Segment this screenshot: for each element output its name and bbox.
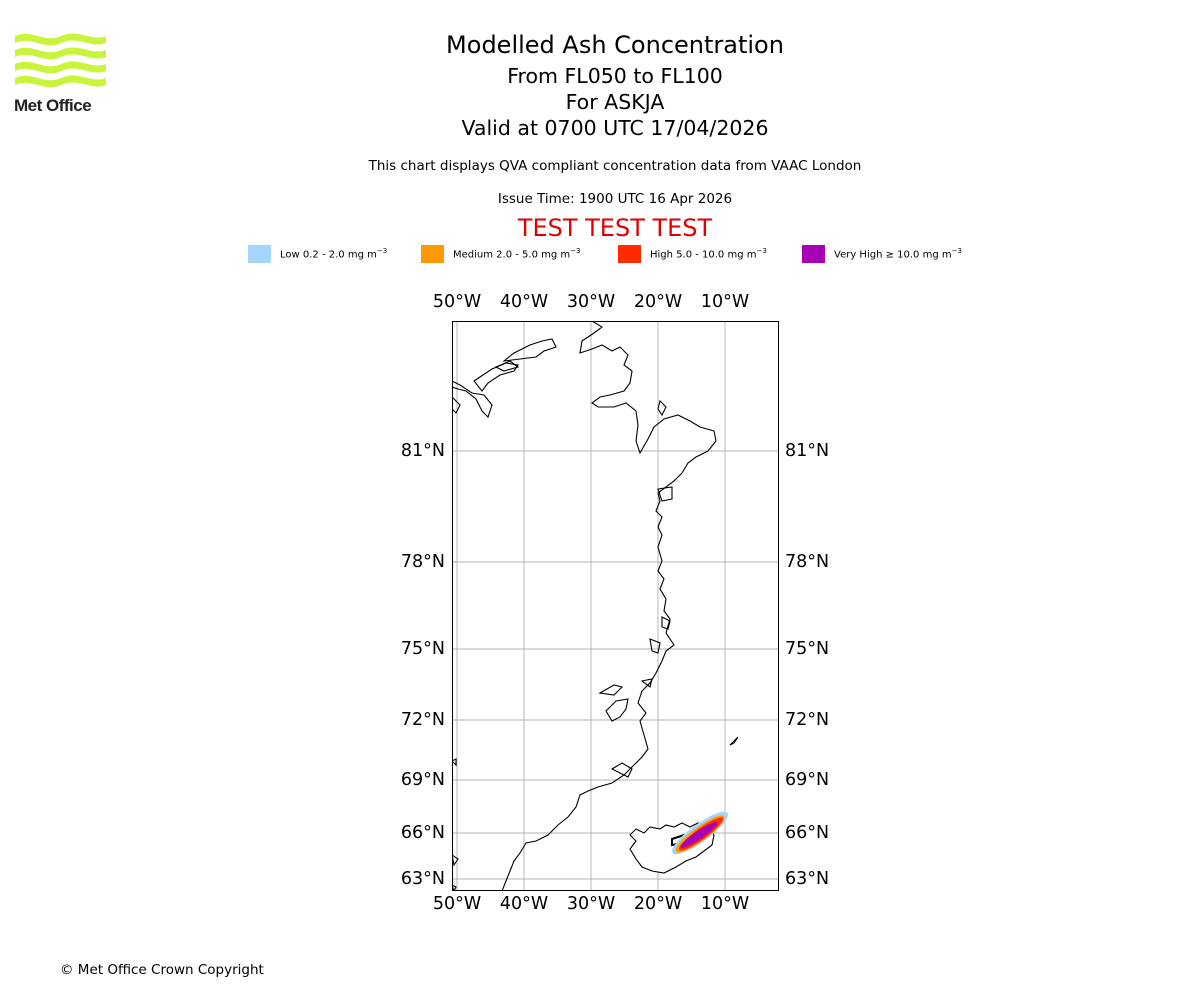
- compliance-note: This chart displays QVA compliant concen…: [368, 158, 862, 174]
- legend-label-high: High 5.0 - 10.0 mg m: [650, 249, 757, 261]
- met-office-logo: Met Office: [14, 30, 108, 115]
- lon-tick-bottom-40w: 40°W: [499, 894, 549, 914]
- lat-tick-left-81n: 81°N: [400, 441, 445, 461]
- lat-tick-left-63n: 63°N: [400, 869, 445, 889]
- legend-item-low: Low 0.2 - 2.0 mg m−3: [248, 244, 387, 264]
- legend-item-high: High 5.0 - 10.0 mg m−3: [618, 244, 767, 264]
- legend-swatch-low: [248, 245, 271, 263]
- lat-tick-right-78n: 78°N: [785, 552, 830, 572]
- lon-tick-bottom-20w: 20°W: [633, 894, 683, 914]
- test-banner: TEST TEST TEST: [517, 214, 713, 242]
- flight-level-range: From FL050 to FL100: [507, 64, 723, 88]
- lat-tick-left-66n: 66°N: [400, 823, 445, 843]
- lat-tick-left-75n: 75°N: [400, 639, 445, 659]
- lat-tick-right-66n: 66°N: [785, 823, 830, 843]
- legend-item-very-high: Very High ≥ 10.0 mg m−3: [802, 244, 962, 264]
- ash-map: [452, 321, 779, 891]
- legend-label-medium: Medium 2.0 - 5.0 mg m: [453, 249, 571, 261]
- lat-tick-left-78n: 78°N: [400, 552, 445, 572]
- ash-plume: [671, 811, 729, 855]
- legend-swatch-very-high: [802, 245, 825, 263]
- ash-zone-very-high: [680, 822, 718, 848]
- issue-time: Issue Time: 1900 UTC 16 Apr 2026: [497, 191, 733, 207]
- lat-tick-right-63n: 63°N: [785, 869, 830, 889]
- legend-swatch-high: [618, 245, 641, 263]
- chart-title: Modelled Ash Concentration: [446, 31, 784, 59]
- met-office-waves-icon: [15, 33, 106, 88]
- lat-tick-right-69n: 69°N: [785, 770, 830, 790]
- lon-tick-bottom-10w: 10°W: [700, 894, 750, 914]
- lat-tick-right-75n: 75°N: [785, 639, 830, 659]
- legend-item-medium: Medium 2.0 - 5.0 mg m−3: [421, 244, 580, 264]
- legend-swatch-medium: [421, 245, 444, 263]
- lon-tick-top-10w: 10°W: [700, 292, 750, 312]
- lat-tick-left-72n: 72°N: [400, 710, 445, 730]
- valid-time: Valid at 0700 UTC 17/04/2026: [461, 116, 769, 140]
- lon-tick-bottom-50w: 50°W: [432, 894, 482, 914]
- legend-label-very-high: Very High ≥ 10.0 mg m: [834, 249, 952, 261]
- lon-tick-top-20w: 20°W: [633, 292, 683, 312]
- lon-tick-top-30w: 30°W: [566, 292, 616, 312]
- copyright: © Met Office Crown Copyright: [60, 962, 264, 978]
- lat-tick-right-81n: 81°N: [785, 441, 830, 461]
- logo-text: Met Office: [14, 96, 92, 115]
- coastline: [452, 321, 739, 891]
- map-frame: [452, 321, 779, 891]
- lat-tick-right-72n: 72°N: [785, 710, 830, 730]
- lon-tick-top-50w: 50°W: [432, 292, 482, 312]
- lon-tick-top-40w: 40°W: [499, 292, 549, 312]
- lon-tick-bottom-30w: 30°W: [566, 894, 616, 914]
- lat-tick-left-69n: 69°N: [400, 770, 445, 790]
- volcano-name: For ASKJA: [565, 90, 665, 114]
- legend-label-low: Low 0.2 - 2.0 mg m: [280, 249, 377, 261]
